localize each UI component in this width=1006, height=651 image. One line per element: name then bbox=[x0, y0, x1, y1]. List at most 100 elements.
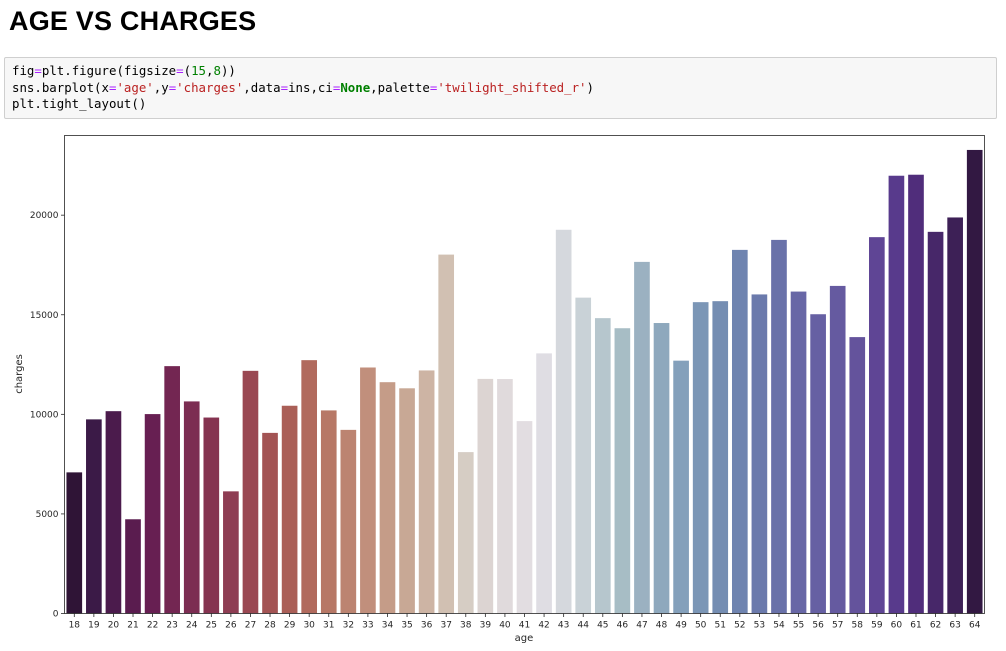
y-axis: 0 5000 10000 15000 20000 bbox=[30, 211, 65, 620]
bar-age-52 bbox=[731, 249, 748, 614]
bars-layer bbox=[66, 149, 983, 614]
bar-age-60 bbox=[888, 175, 905, 614]
bar-age-31 bbox=[320, 410, 337, 614]
bar-age-35 bbox=[399, 388, 415, 614]
bar-age-20 bbox=[105, 411, 122, 614]
bar-age-42 bbox=[536, 353, 552, 614]
x-tick-label: 55 bbox=[793, 621, 804, 631]
bar-age-36 bbox=[418, 370, 435, 614]
y-tick-label: 0 bbox=[53, 610, 59, 620]
x-tick-label: 62 bbox=[930, 621, 941, 631]
bar-age-47 bbox=[634, 261, 650, 614]
charges-by-age-bar-chart: 0 5000 10000 15000 20000 18 19 20 21 22 23 24 25 26 2… bbox=[14, 135, 985, 644]
x-tick-label: 53 bbox=[754, 621, 765, 631]
x-tick-label: 21 bbox=[127, 621, 138, 631]
x-tick-label: 38 bbox=[460, 621, 472, 631]
bar-age-61 bbox=[908, 174, 924, 614]
y-tick-label: 20000 bbox=[30, 211, 59, 221]
x-tick-label: 60 bbox=[891, 621, 903, 631]
x-tick-label: 28 bbox=[264, 621, 276, 631]
y-axis-label: charges bbox=[14, 354, 25, 394]
x-tick-label: 64 bbox=[969, 621, 981, 631]
x-tick-label: 34 bbox=[382, 621, 394, 631]
x-tick-label: 25 bbox=[206, 621, 217, 631]
code-line-3: plt.tight_layout() bbox=[12, 96, 147, 111]
x-tick-label: 32 bbox=[343, 621, 354, 631]
x-axis-label: age bbox=[515, 633, 534, 644]
bar-age-21 bbox=[125, 519, 141, 614]
bar-age-28 bbox=[262, 432, 278, 614]
bar-age-40 bbox=[497, 379, 513, 614]
bar-age-19 bbox=[86, 419, 102, 614]
bar-age-23 bbox=[164, 366, 180, 614]
code-line-1: fig=plt.figure(figsize=(15,8)) bbox=[12, 63, 236, 78]
bar-age-50 bbox=[692, 302, 709, 614]
bar-age-37 bbox=[438, 254, 455, 614]
bar-age-33 bbox=[360, 367, 376, 614]
x-tick-label: 51 bbox=[715, 621, 726, 631]
bar-age-55 bbox=[790, 291, 807, 614]
x-tick-label: 45 bbox=[597, 621, 608, 631]
x-tick-label: 58 bbox=[852, 621, 864, 631]
x-tick-label: 41 bbox=[519, 621, 530, 631]
bar-age-34 bbox=[379, 382, 396, 614]
code-line-2: sns.barplot(x='age',y='charges',data=ins… bbox=[12, 79, 594, 95]
x-tick-label: 57 bbox=[832, 621, 843, 631]
bar-age-48 bbox=[653, 323, 670, 614]
bar-age-44 bbox=[575, 297, 592, 614]
bar-age-32 bbox=[340, 429, 357, 614]
x-tick-label: 63 bbox=[949, 621, 960, 631]
x-tick-label: 30 bbox=[303, 621, 315, 631]
bar-age-29 bbox=[281, 405, 298, 614]
bar-age-46 bbox=[614, 328, 631, 614]
bar-age-41 bbox=[516, 421, 533, 614]
bar-age-62 bbox=[927, 231, 944, 614]
bar-age-39 bbox=[477, 378, 494, 614]
x-tick-label: 39 bbox=[480, 621, 492, 631]
x-tick-label: 43 bbox=[558, 621, 569, 631]
bar-age-26 bbox=[223, 491, 239, 614]
x-tick-label: 20 bbox=[108, 621, 120, 631]
x-tick-label: 44 bbox=[577, 621, 589, 631]
x-tick-label: 59 bbox=[871, 621, 883, 631]
page-title: AGE VS CHARGES bbox=[9, 6, 257, 36]
bar-age-51 bbox=[712, 301, 729, 614]
x-tick-label: 46 bbox=[617, 621, 629, 631]
x-tick-label: 61 bbox=[910, 621, 921, 631]
bar-age-38 bbox=[457, 452, 474, 614]
x-tick-label: 22 bbox=[147, 621, 158, 631]
x-tick-label: 47 bbox=[636, 621, 647, 631]
x-tick-label: 29 bbox=[284, 621, 296, 631]
x-tick-label: 42 bbox=[538, 621, 549, 631]
x-tick-label: 18 bbox=[69, 621, 81, 631]
x-tick-label: 48 bbox=[656, 621, 668, 631]
bar-age-45 bbox=[594, 318, 611, 614]
x-axis: 18 19 20 21 22 23 24 25 26 27 28 29 30 31 32 33 34 35 36 37… bbox=[69, 613, 981, 631]
bar-age-57 bbox=[829, 285, 846, 614]
x-tick-label: 33 bbox=[362, 621, 373, 631]
x-tick-label: 27 bbox=[245, 621, 256, 631]
bar-age-59 bbox=[869, 237, 885, 614]
bar-age-25 bbox=[203, 417, 220, 614]
x-tick-label: 24 bbox=[186, 621, 198, 631]
bar-age-27 bbox=[242, 370, 259, 614]
bar-age-58 bbox=[849, 337, 866, 614]
bar-age-54 bbox=[771, 239, 787, 614]
x-tick-label: 35 bbox=[401, 621, 412, 631]
bar-age-53 bbox=[751, 294, 768, 614]
x-tick-label: 23 bbox=[166, 621, 177, 631]
x-tick-label: 31 bbox=[323, 621, 334, 631]
bar-age-49 bbox=[673, 360, 689, 614]
x-tick-label: 40 bbox=[499, 621, 511, 631]
bar-age-24 bbox=[183, 401, 200, 614]
bar-age-18 bbox=[66, 472, 83, 614]
x-tick-label: 52 bbox=[734, 621, 745, 631]
code-cell[interactable]: fig=plt.figure(figsize=(15,8)) sns.barpl… bbox=[4, 57, 997, 119]
x-tick-label: 26 bbox=[225, 621, 237, 631]
bar-age-43 bbox=[555, 229, 572, 614]
x-tick-label: 37 bbox=[440, 621, 451, 631]
bar-age-63 bbox=[947, 217, 963, 614]
y-tick-label: 10000 bbox=[30, 410, 59, 420]
x-tick-label: 56 bbox=[812, 621, 824, 631]
x-tick-label: 50 bbox=[695, 621, 707, 631]
